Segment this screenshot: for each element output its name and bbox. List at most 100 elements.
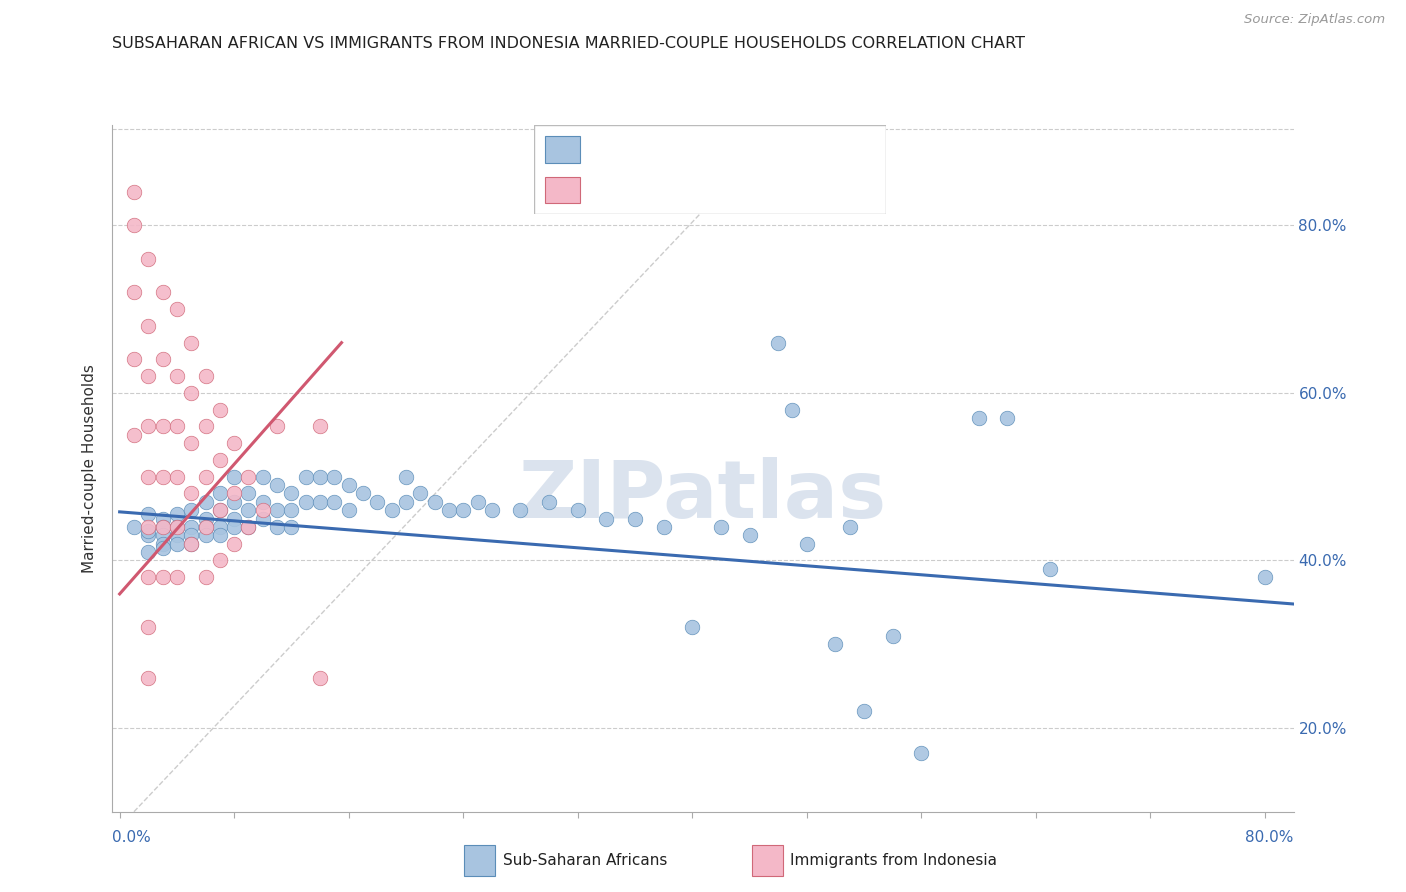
Point bbox=[309, 671, 332, 685]
Point bbox=[194, 419, 217, 434]
Point bbox=[122, 185, 145, 199]
Point bbox=[180, 537, 202, 551]
Point bbox=[337, 503, 360, 517]
Point bbox=[166, 520, 188, 534]
Point bbox=[180, 335, 202, 350]
Point bbox=[366, 495, 388, 509]
Point bbox=[853, 704, 876, 718]
Point bbox=[1039, 562, 1062, 576]
Point bbox=[238, 520, 260, 534]
Point bbox=[266, 419, 288, 434]
Point bbox=[395, 495, 418, 509]
Point bbox=[122, 352, 145, 367]
Point bbox=[437, 503, 460, 517]
Point bbox=[194, 511, 217, 525]
Text: ZIPatlas: ZIPatlas bbox=[519, 457, 887, 535]
Text: 80: 80 bbox=[787, 141, 810, 159]
Point bbox=[224, 495, 246, 509]
Point bbox=[224, 486, 246, 500]
Point bbox=[122, 427, 145, 442]
Point bbox=[194, 469, 217, 483]
Point bbox=[309, 469, 332, 483]
Point bbox=[224, 520, 246, 534]
Point bbox=[136, 318, 159, 333]
Point bbox=[152, 570, 174, 584]
Point bbox=[423, 495, 446, 509]
Point bbox=[224, 537, 246, 551]
Point bbox=[252, 503, 274, 517]
Point bbox=[136, 469, 159, 483]
Point bbox=[208, 503, 231, 517]
Point bbox=[796, 537, 818, 551]
Point bbox=[136, 524, 159, 538]
Point bbox=[451, 503, 474, 517]
Point bbox=[180, 520, 202, 534]
Point bbox=[309, 495, 332, 509]
Point bbox=[252, 469, 274, 483]
Point bbox=[882, 629, 904, 643]
Point bbox=[838, 520, 860, 534]
Point bbox=[166, 508, 188, 522]
Point bbox=[180, 436, 202, 450]
Point bbox=[136, 620, 159, 634]
Point bbox=[782, 402, 804, 417]
Point bbox=[136, 545, 159, 559]
Point bbox=[280, 486, 302, 500]
Point bbox=[824, 637, 846, 651]
Point bbox=[395, 469, 418, 483]
Point bbox=[294, 469, 316, 483]
Point bbox=[280, 503, 302, 517]
Point bbox=[280, 520, 302, 534]
Point bbox=[352, 486, 374, 500]
Point bbox=[208, 486, 231, 500]
Point bbox=[710, 520, 733, 534]
Point bbox=[208, 402, 231, 417]
Point bbox=[208, 528, 231, 542]
Point bbox=[166, 302, 188, 317]
Y-axis label: Married-couple Households: Married-couple Households bbox=[82, 364, 97, 573]
Point bbox=[224, 511, 246, 525]
Point bbox=[166, 419, 188, 434]
Bar bbox=[544, 136, 579, 163]
Point bbox=[180, 537, 202, 551]
Point bbox=[208, 553, 231, 567]
Point bbox=[166, 528, 188, 542]
Point bbox=[152, 419, 174, 434]
Point bbox=[509, 503, 531, 517]
Point bbox=[152, 520, 174, 534]
Point bbox=[238, 486, 260, 500]
Text: 59: 59 bbox=[787, 181, 810, 199]
Point bbox=[967, 411, 990, 425]
Point bbox=[152, 537, 174, 551]
Point bbox=[180, 486, 202, 500]
Point bbox=[738, 528, 761, 542]
Point bbox=[122, 520, 145, 534]
Point bbox=[538, 495, 561, 509]
Point bbox=[266, 503, 288, 517]
Text: Source: ZipAtlas.com: Source: ZipAtlas.com bbox=[1244, 13, 1385, 27]
Point bbox=[266, 478, 288, 492]
Point bbox=[224, 469, 246, 483]
Point bbox=[152, 528, 174, 542]
Point bbox=[238, 469, 260, 483]
Point bbox=[194, 520, 217, 534]
Bar bbox=[464, 846, 495, 876]
Point bbox=[323, 469, 346, 483]
Text: 80.0%: 80.0% bbox=[1246, 830, 1294, 845]
Text: R =: R = bbox=[593, 141, 630, 159]
Point bbox=[766, 335, 789, 350]
Bar bbox=[752, 846, 783, 876]
Point bbox=[323, 495, 346, 509]
Point bbox=[180, 528, 202, 542]
Text: SUBSAHARAN AFRICAN VS IMMIGRANTS FROM INDONESIA MARRIED-COUPLE HOUSEHOLDS CORREL: SUBSAHARAN AFRICAN VS IMMIGRANTS FROM IN… bbox=[112, 36, 1025, 51]
Point bbox=[567, 503, 589, 517]
Text: R =: R = bbox=[593, 181, 630, 199]
Point bbox=[136, 369, 159, 384]
Point bbox=[152, 352, 174, 367]
Text: N =: N = bbox=[738, 181, 775, 199]
Point bbox=[595, 511, 617, 525]
Point bbox=[122, 219, 145, 233]
Point bbox=[337, 478, 360, 492]
FancyBboxPatch shape bbox=[534, 125, 886, 214]
Point bbox=[252, 511, 274, 525]
